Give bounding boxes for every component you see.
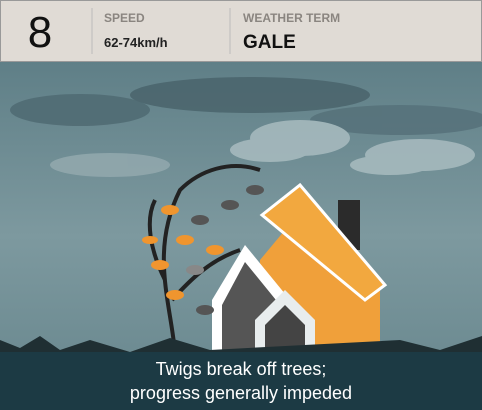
speed-value: 62-74km/h	[104, 35, 168, 50]
term-label: WEATHER TERM	[243, 11, 340, 25]
caption-bar	[0, 352, 482, 410]
term-value: GALE	[243, 32, 296, 53]
grass	[0, 336, 482, 352]
house	[212, 182, 388, 352]
header-bar	[0, 0, 482, 62]
force-number: 8	[28, 8, 52, 57]
leaves	[142, 185, 264, 315]
speed-label: SPEED	[104, 11, 145, 25]
caption-line: progress generally impeded	[130, 383, 352, 403]
caption-line: Twigs break off trees;	[156, 359, 327, 379]
clouds	[10, 77, 482, 177]
